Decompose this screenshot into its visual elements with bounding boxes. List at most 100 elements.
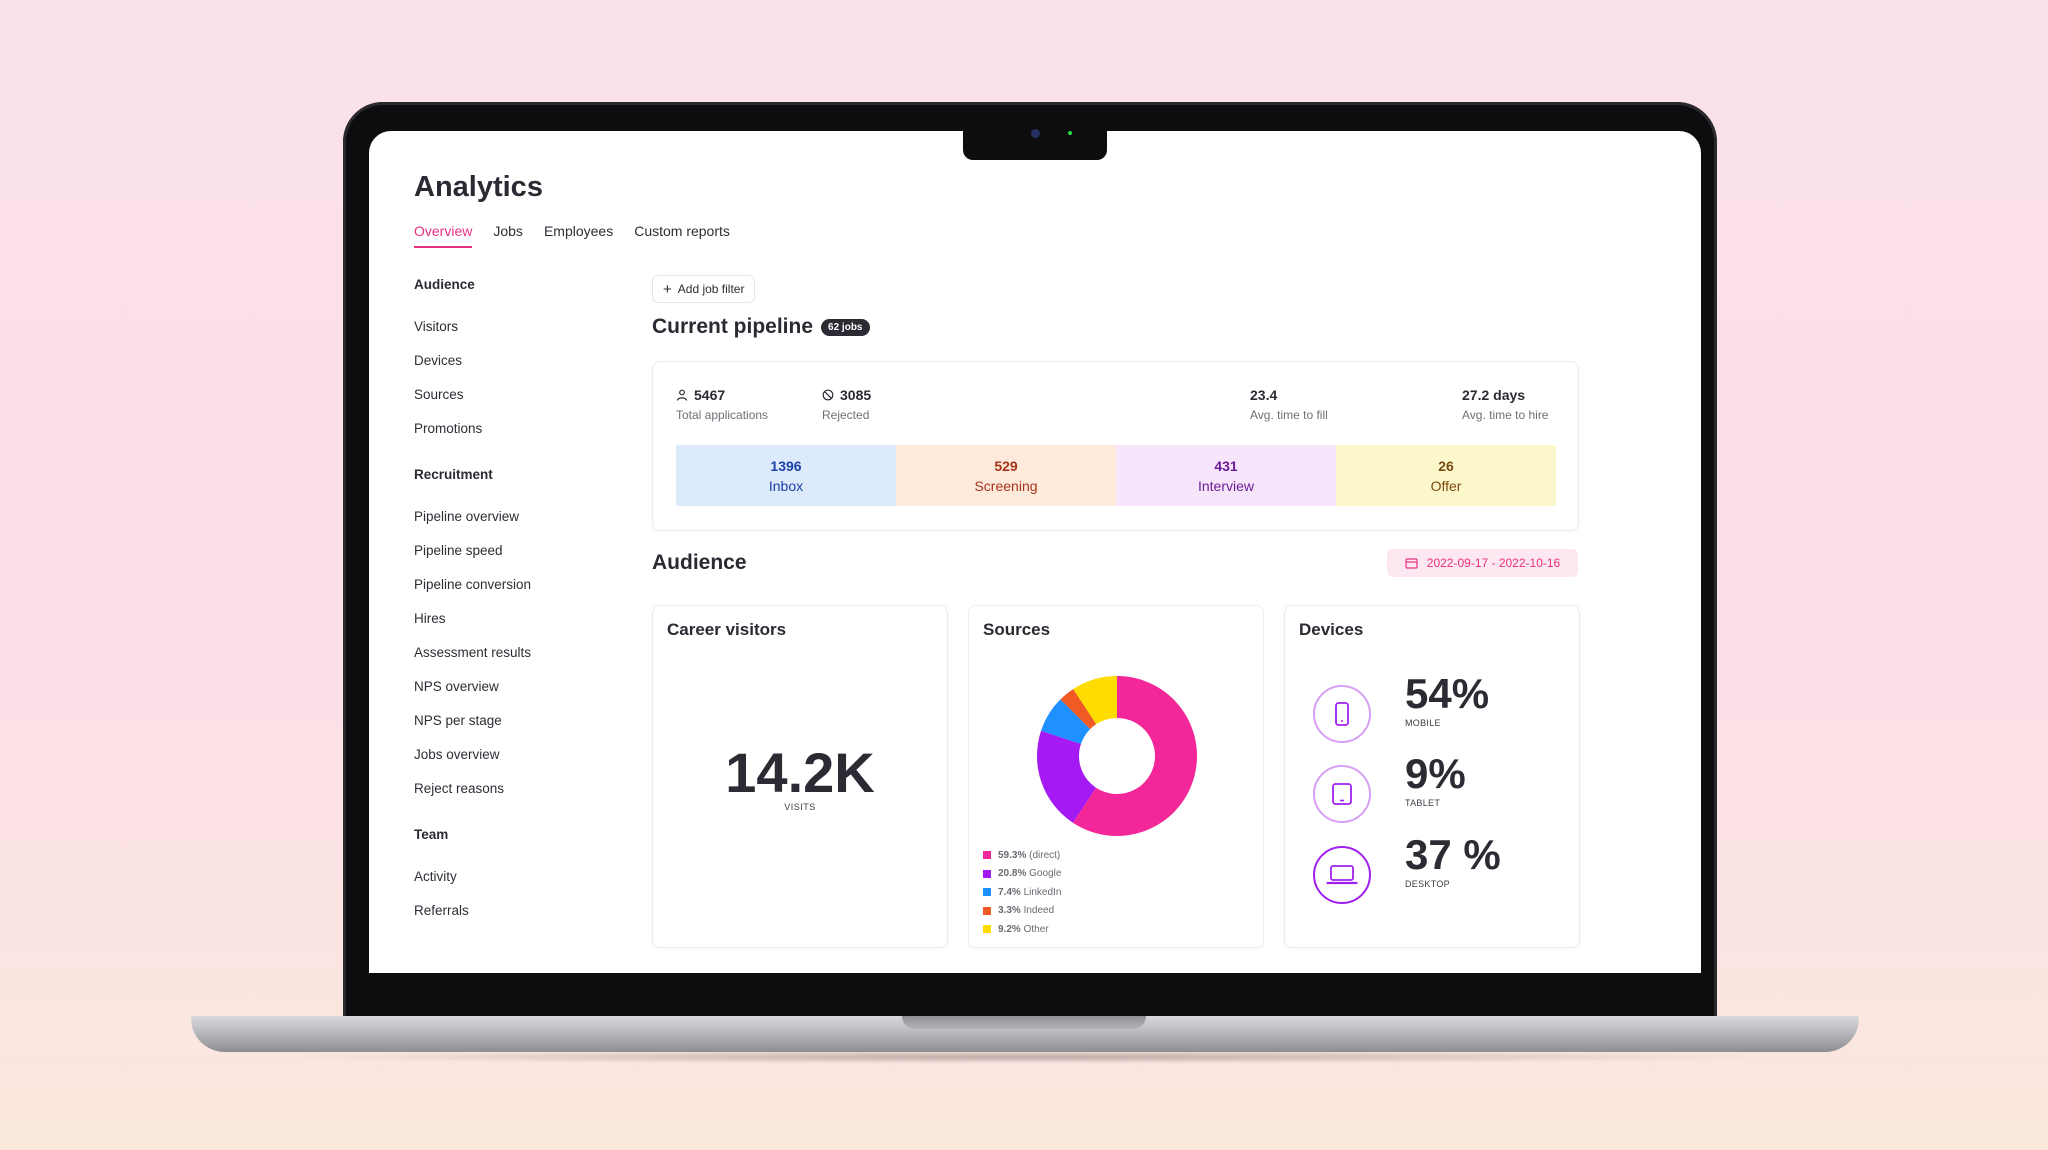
sidebar-item-jobs-overview[interactable]: Jobs overview bbox=[414, 747, 500, 762]
tab-custom-reports[interactable]: Custom reports bbox=[634, 223, 730, 239]
pipeline-stages: 1396 Inbox 529 Screening 431 Interview 2… bbox=[676, 445, 1556, 506]
legend-item: 59.3% (direct) bbox=[983, 846, 1061, 865]
device-text: 37 % DESKTOP bbox=[1405, 831, 1501, 890]
legend-label: 3.3% Indeed bbox=[998, 905, 1055, 917]
legend-value: 7.4% bbox=[998, 886, 1021, 898]
audience-title: Audience bbox=[652, 551, 747, 574]
sources-legend: 59.3% (direct) 20.8% Google 7.4% LinkedIn 3… bbox=[983, 846, 1061, 939]
device-percent: 54% bbox=[1405, 670, 1490, 717]
legend-value: 9.2% bbox=[998, 923, 1021, 935]
sidebar-item-activity[interactable]: Activity bbox=[414, 869, 457, 884]
pipeline-heading: Current pipeline 62 jobs bbox=[652, 315, 870, 339]
plus-icon: + bbox=[663, 280, 672, 298]
device-label: DESKTOP bbox=[1405, 879, 1450, 889]
sidebar-item-referrals[interactable]: Referrals bbox=[414, 903, 469, 918]
device-row-mobile: 54% MOBILE bbox=[1313, 673, 1489, 743]
legend-swatch bbox=[983, 869, 991, 878]
sidebar-group-team: Team Activity Referrals bbox=[414, 826, 594, 936]
device-text: 9% TABLET bbox=[1405, 750, 1466, 809]
device-percent: 9% bbox=[1405, 750, 1466, 797]
sidebar-item-pipeline-conversion[interactable]: Pipeline conversion bbox=[414, 577, 532, 592]
sidebar-item-hires[interactable]: Hires bbox=[414, 611, 446, 626]
stat-avg-time-to-hire: 27.2 days Avg. time to hire bbox=[1462, 387, 1548, 422]
sidebar-item-reject-reasons[interactable]: Reject reasons bbox=[414, 781, 505, 796]
sources-donut-chart bbox=[1037, 676, 1197, 836]
add-job-filter-button[interactable]: + Add job filter bbox=[652, 275, 756, 303]
legend-item: 9.2% Other bbox=[983, 920, 1061, 939]
sidebar-item-assessment-results[interactable]: Assessment results bbox=[414, 645, 532, 660]
add-job-filter-label: Add job filter bbox=[677, 282, 745, 296]
legend-label: 59.3% (direct) bbox=[998, 849, 1061, 861]
device-percent: 37 % bbox=[1405, 831, 1501, 878]
sidebar-item-pipeline-overview[interactable]: Pipeline overview bbox=[414, 509, 520, 524]
pipeline-title: Current pipeline bbox=[652, 315, 814, 338]
pipeline-card: 5467 Total applications 3085 Rejected 23… bbox=[652, 361, 1579, 531]
stat-label: Rejected bbox=[822, 408, 870, 422]
sidebar-item-sources[interactable]: Sources bbox=[414, 387, 464, 402]
sidebar-item-devices[interactable]: Devices bbox=[414, 353, 463, 368]
card-title: Sources bbox=[983, 620, 1051, 639]
device-row-tablet: 9% TABLET bbox=[1313, 753, 1466, 823]
laptop-base-notch bbox=[902, 1016, 1146, 1029]
stat-total-applications: 5467 Total applications bbox=[676, 387, 768, 422]
stage-offer[interactable]: 26 Offer bbox=[1336, 445, 1556, 506]
tab-overview[interactable]: Overview bbox=[414, 223, 473, 248]
legend-swatch bbox=[983, 925, 991, 934]
camera-lens bbox=[1031, 129, 1040, 138]
legend-value: 59.3% bbox=[998, 849, 1027, 861]
device-row-desktop: 37 % DESKTOP bbox=[1313, 834, 1501, 904]
visits-value: 14.2K bbox=[725, 741, 875, 804]
stat-value: 27.2 days bbox=[1462, 387, 1526, 403]
legend-label: 7.4% LinkedIn bbox=[998, 886, 1062, 898]
devices-card: Devices 54% MOBILE 9% TABLET bbox=[1284, 605, 1580, 948]
card-title: Devices bbox=[1299, 620, 1364, 639]
stat-avg-time-to-fill: 23.4 Avg. time to fill bbox=[1250, 387, 1328, 422]
device-text: 54% MOBILE bbox=[1405, 670, 1490, 729]
stage-label: Offer bbox=[1430, 477, 1462, 494]
device-ring bbox=[1313, 685, 1371, 743]
stat-value: 5467 bbox=[694, 387, 726, 403]
calendar-icon bbox=[1405, 558, 1418, 569]
sidebar-group-audience: Audience Visitors Devices Sources Promot… bbox=[414, 276, 594, 454]
legend-label: 9.2% Other bbox=[998, 923, 1049, 935]
sources-card: Sources 59.3% (direct) 20.8% Google 7.4% L… bbox=[968, 605, 1264, 948]
tab-jobs[interactable]: Jobs bbox=[493, 223, 523, 239]
stat-value: 3085 bbox=[840, 387, 872, 403]
sidebar-item-pipeline-speed[interactable]: Pipeline speed bbox=[414, 543, 503, 558]
legend-swatch bbox=[983, 888, 991, 897]
stage-value: 431 bbox=[1214, 457, 1238, 474]
stage-screening[interactable]: 529 Screening bbox=[896, 445, 1116, 506]
legend-item: 7.4% LinkedIn bbox=[983, 883, 1061, 902]
date-range-picker[interactable]: 2022-09-17 - 2022-10-16 bbox=[1387, 549, 1578, 577]
mobile-icon bbox=[1335, 702, 1349, 726]
sidebar-item-nps-overview[interactable]: NPS overview bbox=[414, 679, 499, 694]
card-title: Career visitors bbox=[667, 620, 787, 639]
sidebar-item-nps-per-stage[interactable]: NPS per stage bbox=[414, 713, 502, 728]
stage-label: Inbox bbox=[768, 477, 804, 494]
user-icon bbox=[676, 389, 688, 401]
stage-value: 1396 bbox=[770, 457, 802, 474]
sidebar: Audience Visitors Devices Sources Promot… bbox=[414, 276, 594, 948]
sidebar-group-title: Recruitment bbox=[414, 467, 493, 482]
stage-inbox[interactable]: 1396 Inbox bbox=[676, 445, 896, 506]
stat-label: Avg. time to hire bbox=[1462, 408, 1549, 422]
donut-slice-linkedin bbox=[1041, 699, 1091, 745]
analytics-app: Analytics Overview Jobs Employees Custom… bbox=[369, 131, 1701, 973]
device-label: MOBILE bbox=[1405, 718, 1441, 728]
jobs-count-badge: 62 jobs bbox=[821, 318, 870, 336]
donut-slice-google bbox=[1037, 730, 1097, 823]
device-ring bbox=[1313, 846, 1371, 904]
sidebar-group-title: Team bbox=[414, 827, 449, 842]
tablet-icon bbox=[1332, 783, 1352, 805]
legend-value: 3.3% bbox=[998, 905, 1021, 917]
legend-item: 20.8% Google bbox=[983, 865, 1061, 884]
sidebar-group-recruitment: Recruitment Pipeline overview Pipeline s… bbox=[414, 466, 594, 814]
donut-slice-direct bbox=[1072, 676, 1197, 836]
sidebar-item-promotions[interactable]: Promotions bbox=[414, 421, 483, 436]
career-visitors-card: Career visitors 14.2K VISITS bbox=[652, 605, 948, 948]
stat-label: Total applications bbox=[676, 408, 769, 422]
tab-employees[interactable]: Employees bbox=[543, 223, 614, 239]
stage-interview[interactable]: 431 Interview bbox=[1116, 445, 1336, 506]
sidebar-item-visitors[interactable]: Visitors bbox=[414, 319, 459, 334]
legend-label: 20.8% Google bbox=[998, 868, 1062, 880]
